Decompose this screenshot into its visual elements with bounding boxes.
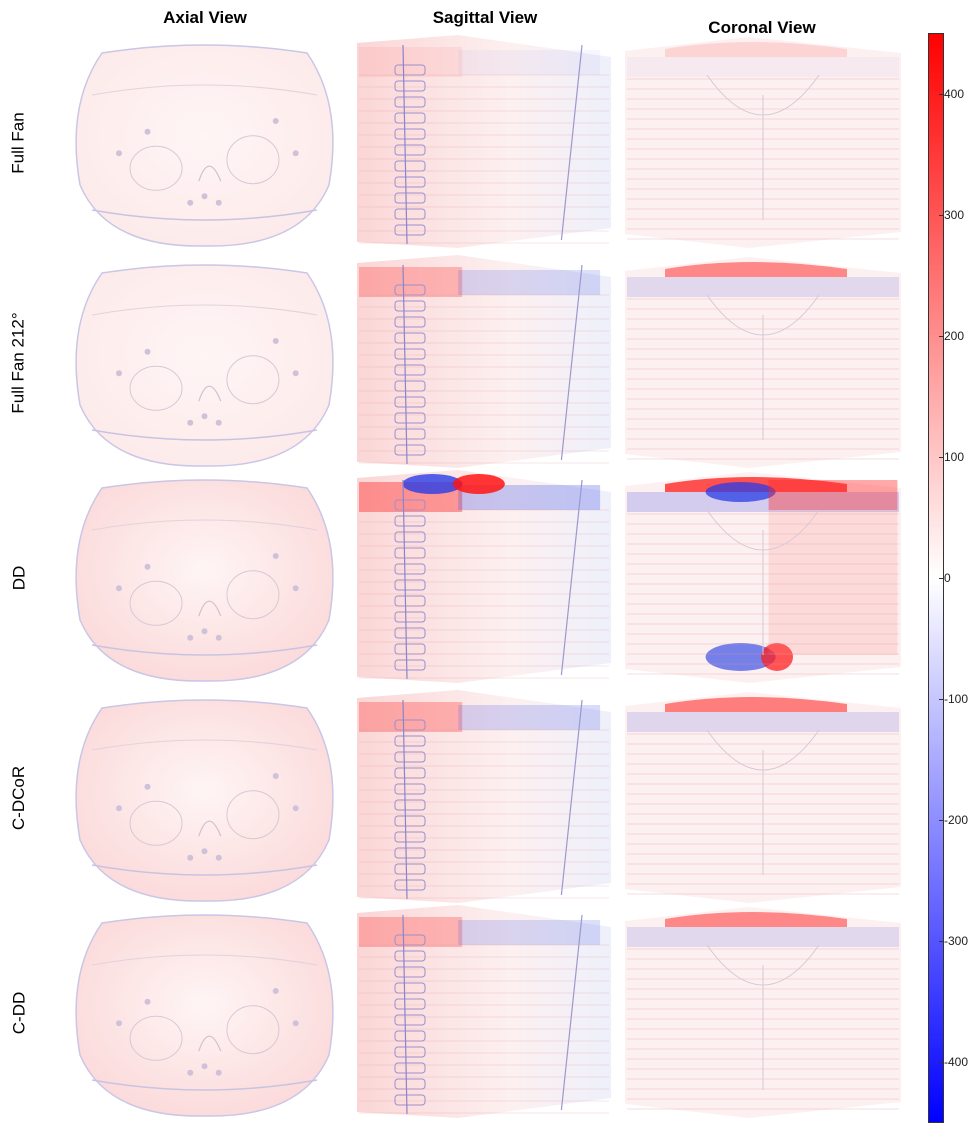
row-label-c-dd: C-DD xyxy=(4,905,34,1120)
coronal-panel-5 xyxy=(623,905,903,1120)
axial-panel-1 xyxy=(62,35,347,250)
sagittal-view-title: Sagittal View xyxy=(345,8,625,28)
coronal-panel-2 xyxy=(623,255,903,470)
coronal-panel-3 xyxy=(623,470,903,685)
colorbar-tick-label: 400 xyxy=(944,87,964,101)
sagittal-panel-3 xyxy=(355,470,613,685)
row-label-dd: DD xyxy=(4,470,34,685)
colorbar-tick-label: 300 xyxy=(944,208,964,222)
colorbar-tick-label: 100 xyxy=(944,450,964,464)
sagittal-panel-4 xyxy=(355,690,613,905)
coronal-panel-4 xyxy=(623,690,903,905)
colorbar-tick-label: -100 xyxy=(944,692,968,706)
axial-panel-3 xyxy=(62,470,347,685)
colorbar-tick-label: 0 xyxy=(944,571,951,585)
sagittal-panel-2 xyxy=(355,255,613,470)
axial-panel-5 xyxy=(62,905,347,1120)
colorbar-tick-label: -400 xyxy=(944,1055,968,1069)
coronal-panel-1 xyxy=(623,35,903,250)
sagittal-panel-5 xyxy=(355,905,613,1120)
row-label-c-dcor: C-DCoR xyxy=(4,690,34,905)
axial-panel-2 xyxy=(62,255,347,470)
colorbar-tick-label: 200 xyxy=(944,329,964,343)
sagittal-panel-1 xyxy=(355,35,613,250)
colorbar-tick-label: -300 xyxy=(944,934,968,948)
row-label-full-fan-212: Full Fan 212° xyxy=(4,255,34,470)
colorbar-tick-label: -200 xyxy=(944,813,968,827)
row-label-full-fan: Full Fan xyxy=(4,35,34,250)
axial-panel-4 xyxy=(62,690,347,905)
axial-view-title: Axial View xyxy=(65,8,345,28)
